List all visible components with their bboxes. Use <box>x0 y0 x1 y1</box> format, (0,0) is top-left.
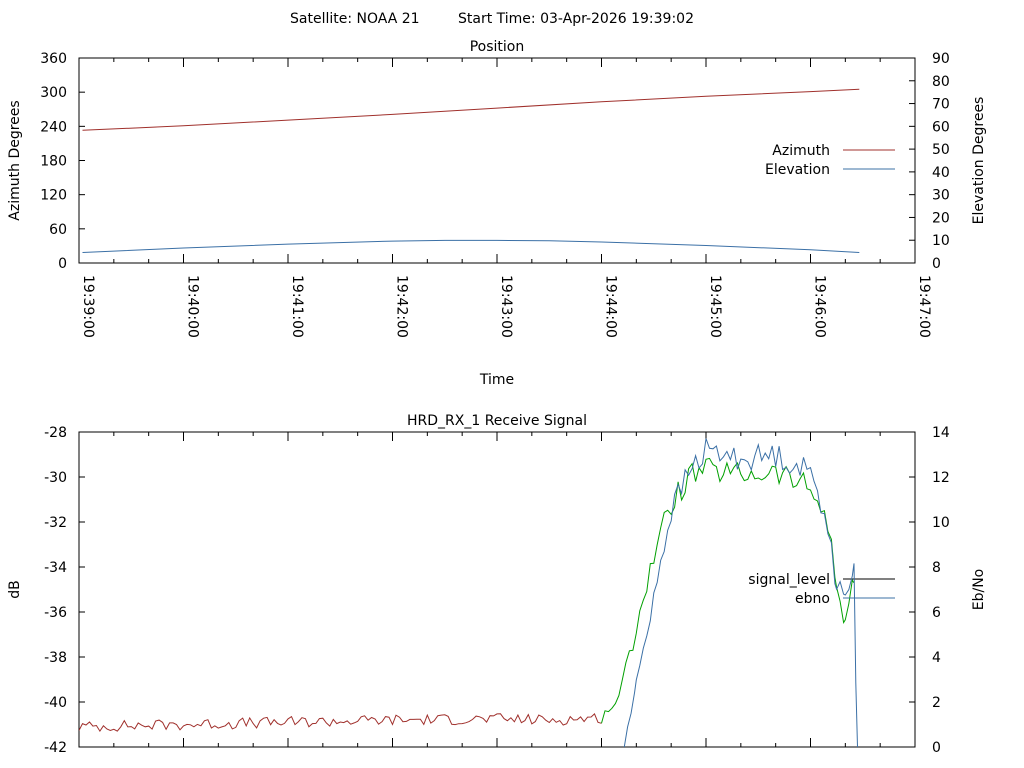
x-tick-label: 19:45:00 <box>707 275 723 338</box>
plot-frame <box>78 431 916 748</box>
x-tick-label: 19:47:00 <box>916 275 932 338</box>
y2-tick-label: 60 <box>932 119 950 135</box>
y2-tick-label: 8 <box>932 560 941 576</box>
y-tick-label: -32 <box>44 515 67 531</box>
x-tick-label: 19:40:00 <box>185 275 201 338</box>
x-axis-label: Time <box>479 372 514 388</box>
series-line-elevation <box>82 239 860 253</box>
y-axis-label: Azimuth Degrees <box>7 100 23 220</box>
satellite-label: Satellite: NOAA 21 <box>290 11 420 27</box>
x-tick-label: 19:41:00 <box>289 275 305 338</box>
y-axis-label: dB <box>7 580 23 599</box>
y-tick-label: -42 <box>44 740 67 756</box>
chart-title: Position <box>470 39 525 55</box>
y-tick-label: -36 <box>44 605 67 621</box>
x-tick-label: 19:43:00 <box>498 275 514 338</box>
series-line-ebno <box>623 438 858 747</box>
y2-tick-label: 70 <box>932 97 950 113</box>
y-tick-label: 300 <box>40 85 67 101</box>
y2-tick-label: 90 <box>932 51 950 67</box>
y2-tick-label: 6 <box>932 605 941 621</box>
y2-tick-label: 10 <box>932 233 950 249</box>
chart-title: HRD_RX_1 Receive Signal <box>407 413 587 429</box>
x-tick-label: 19:42:00 <box>394 275 410 338</box>
y2-tick-label: 80 <box>932 74 950 90</box>
y-tick-label: -34 <box>44 560 67 576</box>
x-tick-label: 19:39:00 <box>80 275 96 338</box>
y2-tick-label: 2 <box>932 695 941 711</box>
y-tick-label: -40 <box>44 695 67 711</box>
legend-label-elevation: Elevation <box>765 162 830 178</box>
y2-axis-label: Eb/No <box>971 569 987 611</box>
y2-tick-label: 30 <box>932 188 950 204</box>
y2-tick-label: 14 <box>932 425 950 441</box>
position-plot: Position 0 60 120 180 240 300 360 0 10 20 30 40 50 60 7… <box>7 39 987 388</box>
y-tick-label: 180 <box>40 154 67 170</box>
y2-tick-label: 0 <box>932 256 941 272</box>
y2-tick-label: 20 <box>932 210 950 226</box>
y2-axis-label: Elevation Degrees <box>971 97 987 225</box>
y-tick-label: -38 <box>44 650 67 666</box>
series-line-azimuth <box>82 88 860 131</box>
x-tick-label: 19:44:00 <box>603 275 619 338</box>
x-tick-label: 19:46:00 <box>812 275 828 338</box>
series-line-signal-level <box>79 713 602 733</box>
y-tick-label: 120 <box>40 188 67 204</box>
y-tick-label: -30 <box>44 470 67 486</box>
y2-tick-label: 0 <box>932 740 941 756</box>
legend-label-ebno: ebno <box>795 591 830 607</box>
y2-tick-label: 4 <box>932 650 941 666</box>
y-tick-label: 240 <box>40 119 67 135</box>
y-tick-label: 60 <box>49 222 67 238</box>
legend-label-azimuth: Azimuth <box>772 143 830 159</box>
y-tick-label: 360 <box>40 51 67 67</box>
series-line-signal-level <box>601 457 855 724</box>
receive-signal-plot: HRD_RX_1 Receive Signal -42 -40 -38 -36 -34 -3… <box>7 413 987 756</box>
y2-tick-label: 12 <box>932 470 950 486</box>
y-tick-label: 0 <box>58 256 67 272</box>
y2-tick-label: 50 <box>932 142 950 158</box>
y2-tick-label: 40 <box>932 165 950 181</box>
y2-tick-label: 10 <box>932 515 950 531</box>
legend-label-signal-level: signal_level <box>748 572 830 588</box>
y-tick-label: -28 <box>44 425 67 441</box>
plot-frame <box>78 57 916 264</box>
start-time-label: Start Time: 03-Apr-2026 19:39:02 <box>458 11 694 27</box>
